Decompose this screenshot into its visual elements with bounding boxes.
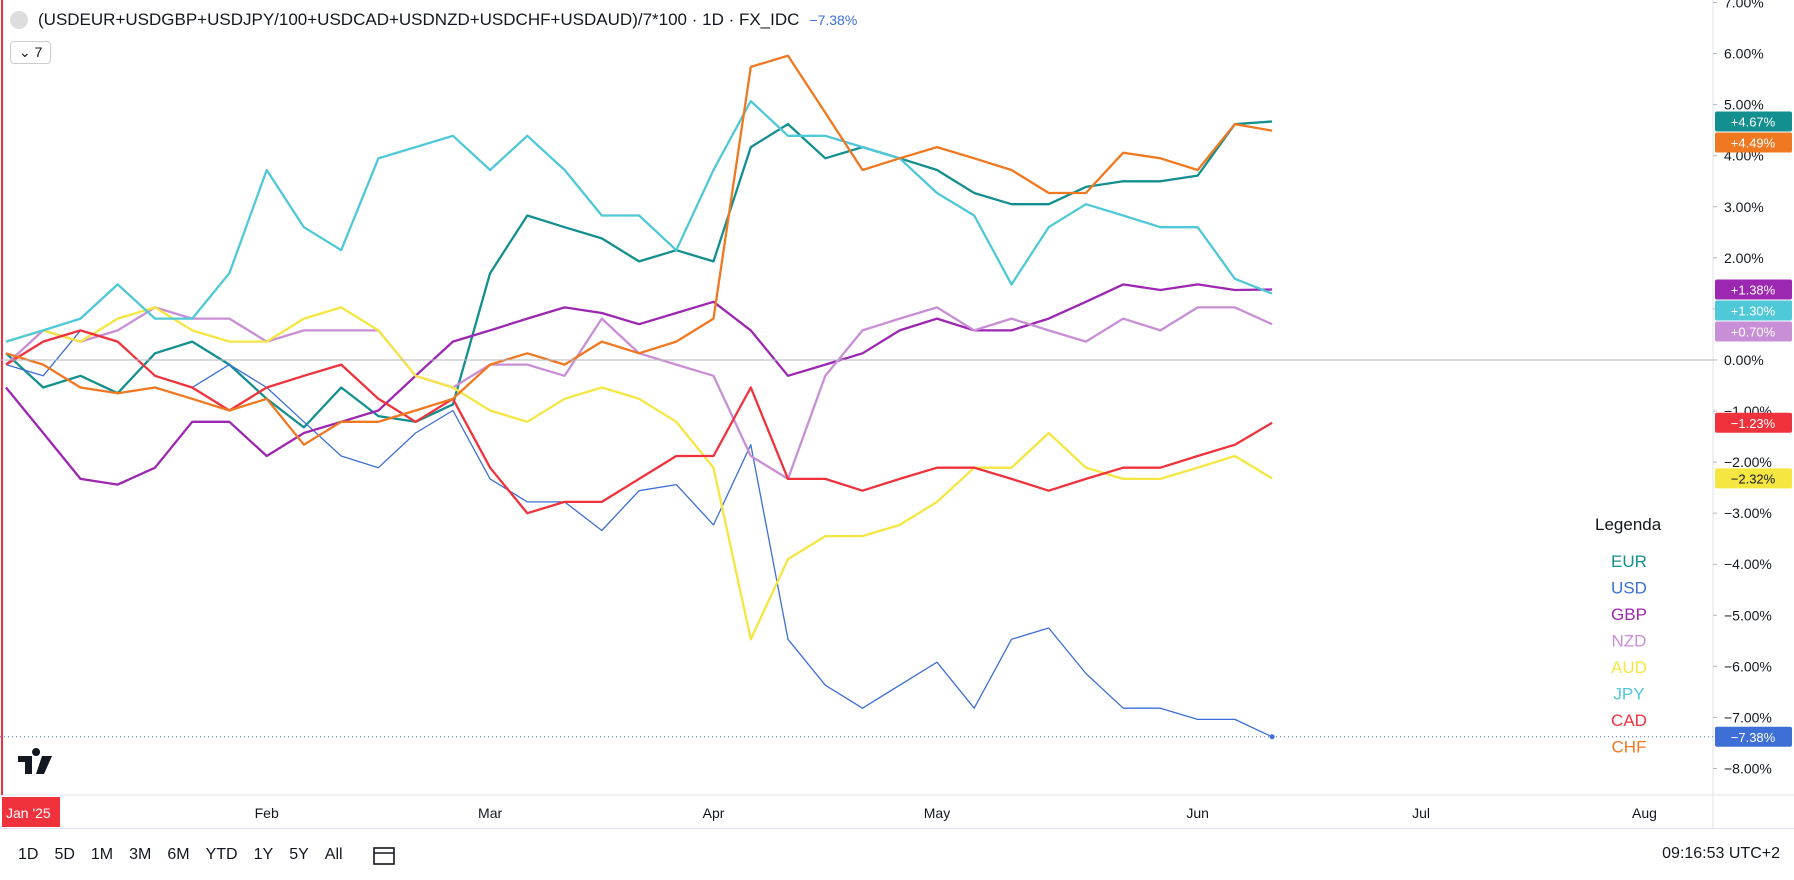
y-tick-label: −2.00% bbox=[1724, 454, 1772, 470]
change: −7.38% bbox=[809, 12, 858, 28]
value-tag bbox=[1715, 321, 1792, 342]
last-point bbox=[1269, 734, 1275, 740]
series-line bbox=[5, 54, 1273, 446]
value-tag-label: +1.30% bbox=[1731, 304, 1776, 319]
value-tag bbox=[1715, 111, 1792, 132]
range-button[interactable]: 3M bbox=[129, 845, 152, 863]
value-tag bbox=[1715, 726, 1792, 747]
clock: 09:16:53 UTC+2 bbox=[1662, 845, 1780, 862]
legend-entry: AUD bbox=[1611, 658, 1647, 677]
x-tick-label: Feb bbox=[255, 805, 279, 821]
range-button[interactable]: 6M bbox=[167, 845, 190, 863]
tradingview-logo bbox=[18, 748, 52, 774]
legend-entry: CHF bbox=[1612, 738, 1647, 757]
y-tick-label: 6.00% bbox=[1724, 46, 1764, 62]
value-tag bbox=[1715, 279, 1792, 300]
value-tag-label: −1.23% bbox=[1731, 416, 1776, 431]
value-tag bbox=[1715, 132, 1792, 153]
range-button[interactable]: 1M bbox=[90, 845, 114, 863]
series-line bbox=[5, 120, 1273, 429]
range-button[interactable]: YTD bbox=[205, 845, 238, 863]
header: (USDEUR+USDGBP+USDJPY/100+USDCAD+USDNZD+… bbox=[10, 10, 857, 30]
series-line bbox=[5, 329, 1273, 738]
x-tick-label: Apr bbox=[703, 805, 725, 821]
y-tick-label: −6.00% bbox=[1724, 658, 1772, 674]
y-tick-label: −4.00% bbox=[1724, 556, 1772, 572]
value-tag bbox=[1715, 412, 1792, 433]
range-button[interactable]: 5Y bbox=[289, 845, 309, 863]
series-line bbox=[5, 306, 1273, 481]
range-button[interactable]: 1Y bbox=[253, 845, 274, 863]
value-tag-label: +0.70% bbox=[1731, 325, 1776, 340]
series-line bbox=[5, 306, 1273, 641]
x-tick-label: Jan '25 bbox=[6, 805, 51, 821]
x-tick-label: Jul bbox=[1412, 805, 1430, 821]
y-tick-label: −5.00% bbox=[1724, 607, 1772, 623]
y-tick-label: −7.00% bbox=[1724, 709, 1772, 725]
y-tick-label: 2.00% bbox=[1724, 250, 1764, 266]
y-tick-label: 3.00% bbox=[1724, 199, 1764, 215]
value-tag bbox=[1715, 300, 1792, 321]
series-line bbox=[5, 99, 1273, 343]
x-tick-label: Jun bbox=[1186, 805, 1209, 821]
legend-entry: NZD bbox=[1612, 632, 1647, 651]
y-tick-label: −3.00% bbox=[1724, 505, 1772, 521]
range-button[interactable]: All bbox=[324, 845, 343, 863]
value-tag-label: +4.49% bbox=[1731, 136, 1776, 151]
indicators-toggle[interactable]: ⌄ 7 bbox=[10, 41, 52, 64]
value-tag-label: −2.32% bbox=[1731, 471, 1776, 486]
legend-entry: JPY bbox=[1613, 685, 1644, 704]
y-tick-label: −8.00% bbox=[1724, 760, 1772, 776]
y-tick-label: 5.00% bbox=[1724, 97, 1764, 113]
indicators-count: 7 bbox=[34, 44, 43, 60]
calendar-button[interactable] bbox=[371, 843, 397, 867]
value-tag-label: +1.38% bbox=[1731, 283, 1776, 298]
value-tag-label: +4.67% bbox=[1731, 115, 1776, 130]
value-tag bbox=[1715, 468, 1792, 489]
x-tick-label: Mar bbox=[478, 805, 502, 821]
x-tick-label: Aug bbox=[1632, 805, 1657, 821]
legend-entry: GBP bbox=[1611, 605, 1647, 624]
symbol-icon bbox=[10, 11, 28, 29]
x-tick-label: May bbox=[924, 805, 950, 821]
y-tick-label: 0.00% bbox=[1724, 352, 1764, 368]
legend-title: Legenda bbox=[1595, 515, 1662, 534]
y-tick-label: 7.00% bbox=[1724, 0, 1764, 11]
value-tag-label: −7.38% bbox=[1731, 730, 1776, 745]
series-line bbox=[5, 283, 1273, 486]
range-button[interactable]: 5D bbox=[54, 845, 75, 863]
legend-entry: EUR bbox=[1611, 552, 1647, 571]
toolbar: 1D 5D 1M 3M 6M YTD 1Y 5Y All 09:16:53 UTC+2 bbox=[0, 828, 1794, 880]
series-line bbox=[5, 329, 1273, 515]
legend-entry: USD bbox=[1611, 579, 1647, 598]
x-label-bg bbox=[2, 797, 60, 827]
symbol: (USDEUR+USDGBP+USDJPY/100+USDCAD+USDNZD+… bbox=[38, 10, 800, 29]
chart: Legenda −8.00% −7.00% −6.00% −5.00% −4.00% −3… bbox=[0, 0, 1794, 828]
range-button[interactable]: 1D bbox=[18, 845, 39, 863]
legend-entry: CAD bbox=[1611, 711, 1647, 730]
